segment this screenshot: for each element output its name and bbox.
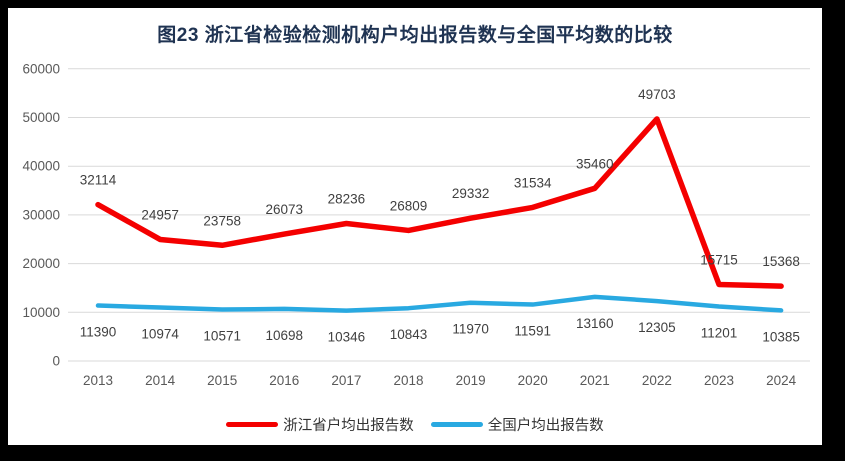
y-axis-tick-label: 0 [52,354,60,369]
y-axis-tick-label: 10000 [22,305,60,320]
data-label: 12305 [638,320,676,335]
data-label: 11591 [514,324,551,339]
data-label: 10571 [203,329,241,344]
series-line-0 [95,116,784,289]
chart-title: 图23 浙江省检验检测机构户均出报告数与全国平均数的比较 [157,25,673,46]
data-label: 15715 [700,252,738,267]
x-axis-tick-label: 2014 [145,373,176,388]
chart-card: 图23 浙江省检验检测机构户均出报告数与全国平均数的比较 0 10000 20000… [8,8,822,445]
data-label: 31534 [514,175,552,190]
y-axis-tick-label: 30000 [22,207,60,222]
data-label: 24957 [141,207,179,222]
y-axis-tick-label: 60000 [22,61,60,76]
y-axis-tick-label: 50000 [22,110,60,125]
x-axis-tick-label: 2021 [580,373,610,388]
x-axis-tick-label: 2017 [331,373,361,388]
chart-legend: 浙江省户均出报告数 全国户均出报告数 [8,414,822,435]
data-label: 15368 [762,254,800,269]
legend-label-zhejiang: 浙江省户均出报告数 [283,418,414,434]
data-label: 11970 [452,322,489,337]
y-axis-tick-label: 20000 [22,256,60,271]
data-label: 10698 [266,328,304,343]
data-label: 26809 [390,198,428,213]
x-axis-tick-label: 2024 [766,373,797,388]
data-label: 29332 [452,186,490,201]
data-label: 10346 [328,330,366,345]
x-axis-tick-label: 2020 [518,373,548,388]
x-axis-tick-label: 2015 [207,373,237,388]
x-axis-tick-label: 2018 [393,373,423,388]
data-label: 10843 [390,327,428,342]
legend-swatch-national [430,422,483,427]
series-line-1 [95,294,784,313]
data-label: 32114 [80,173,117,188]
x-axis-tick-label: 2016 [269,373,299,388]
y-axis-tick-label: 40000 [22,159,60,174]
plot-area: 0 10000 20000 30000 40000 50000 60000 2013 2014 2… [22,61,810,388]
x-axis-tick-label: 2019 [456,373,486,388]
data-label: 23758 [203,213,241,228]
legend-swatch-zhejiang [226,422,279,427]
x-axis-tick-label: 2022 [642,373,672,388]
data-label: 10974 [141,327,179,342]
data-label: 11201 [701,325,738,340]
data-label: 11390 [80,325,117,340]
x-axis-tick-label: 2023 [704,373,734,388]
legend-label-national: 全国户均出报告数 [487,418,604,434]
data-label: 13160 [576,316,614,331]
data-label: 26073 [266,202,304,217]
data-label: 10385 [762,329,800,344]
data-label: 35460 [576,156,614,171]
data-label: 49703 [638,87,676,102]
data-label: 28236 [328,191,366,206]
x-axis-tick-label: 2013 [83,373,113,388]
